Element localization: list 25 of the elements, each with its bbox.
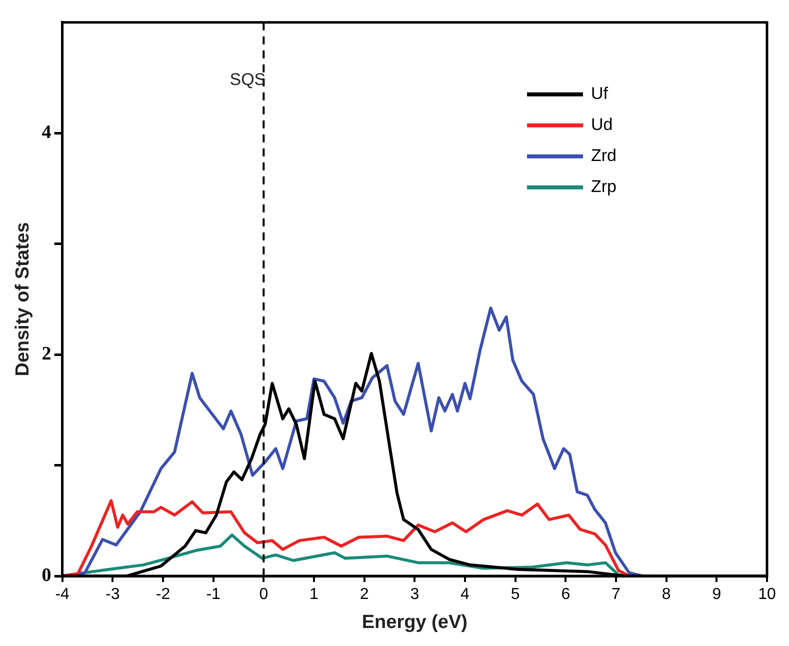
ref-line-label: SQS bbox=[230, 70, 266, 90]
x-tick-label: 4 bbox=[460, 586, 470, 604]
y-tick-label: 0 bbox=[42, 564, 52, 586]
y-axis-title: Density of States bbox=[12, 222, 34, 376]
x-axis-title: Energy (eV) bbox=[362, 612, 468, 633]
y-tick-label: 4 bbox=[42, 122, 52, 144]
x-tick-label: -4 bbox=[55, 586, 70, 604]
x-tick-label: 5 bbox=[510, 586, 520, 604]
legend-label: Zrd bbox=[591, 146, 616, 166]
x-tick-label: 9 bbox=[712, 586, 722, 604]
x-tick-label: -3 bbox=[106, 586, 120, 604]
x-tick-label: 0 bbox=[259, 586, 268, 604]
x-tick-label: 1 bbox=[310, 586, 319, 604]
legend-label: Zrp bbox=[591, 177, 616, 196]
legend-label: Ud bbox=[591, 115, 613, 134]
y-tick-label: 2 bbox=[42, 343, 52, 364]
x-tick-label: -1 bbox=[206, 586, 221, 604]
x-tick-label: 6 bbox=[561, 586, 570, 604]
x-tick-label: 3 bbox=[410, 586, 420, 604]
x-tick-label: 10 bbox=[758, 586, 776, 604]
x-tick-label: 8 bbox=[662, 586, 671, 604]
x-tick-label: 7 bbox=[612, 586, 621, 604]
x-tick-label: -2 bbox=[156, 586, 170, 604]
legend-label: Uf bbox=[591, 84, 608, 104]
x-tick-label: 2 bbox=[360, 586, 369, 604]
